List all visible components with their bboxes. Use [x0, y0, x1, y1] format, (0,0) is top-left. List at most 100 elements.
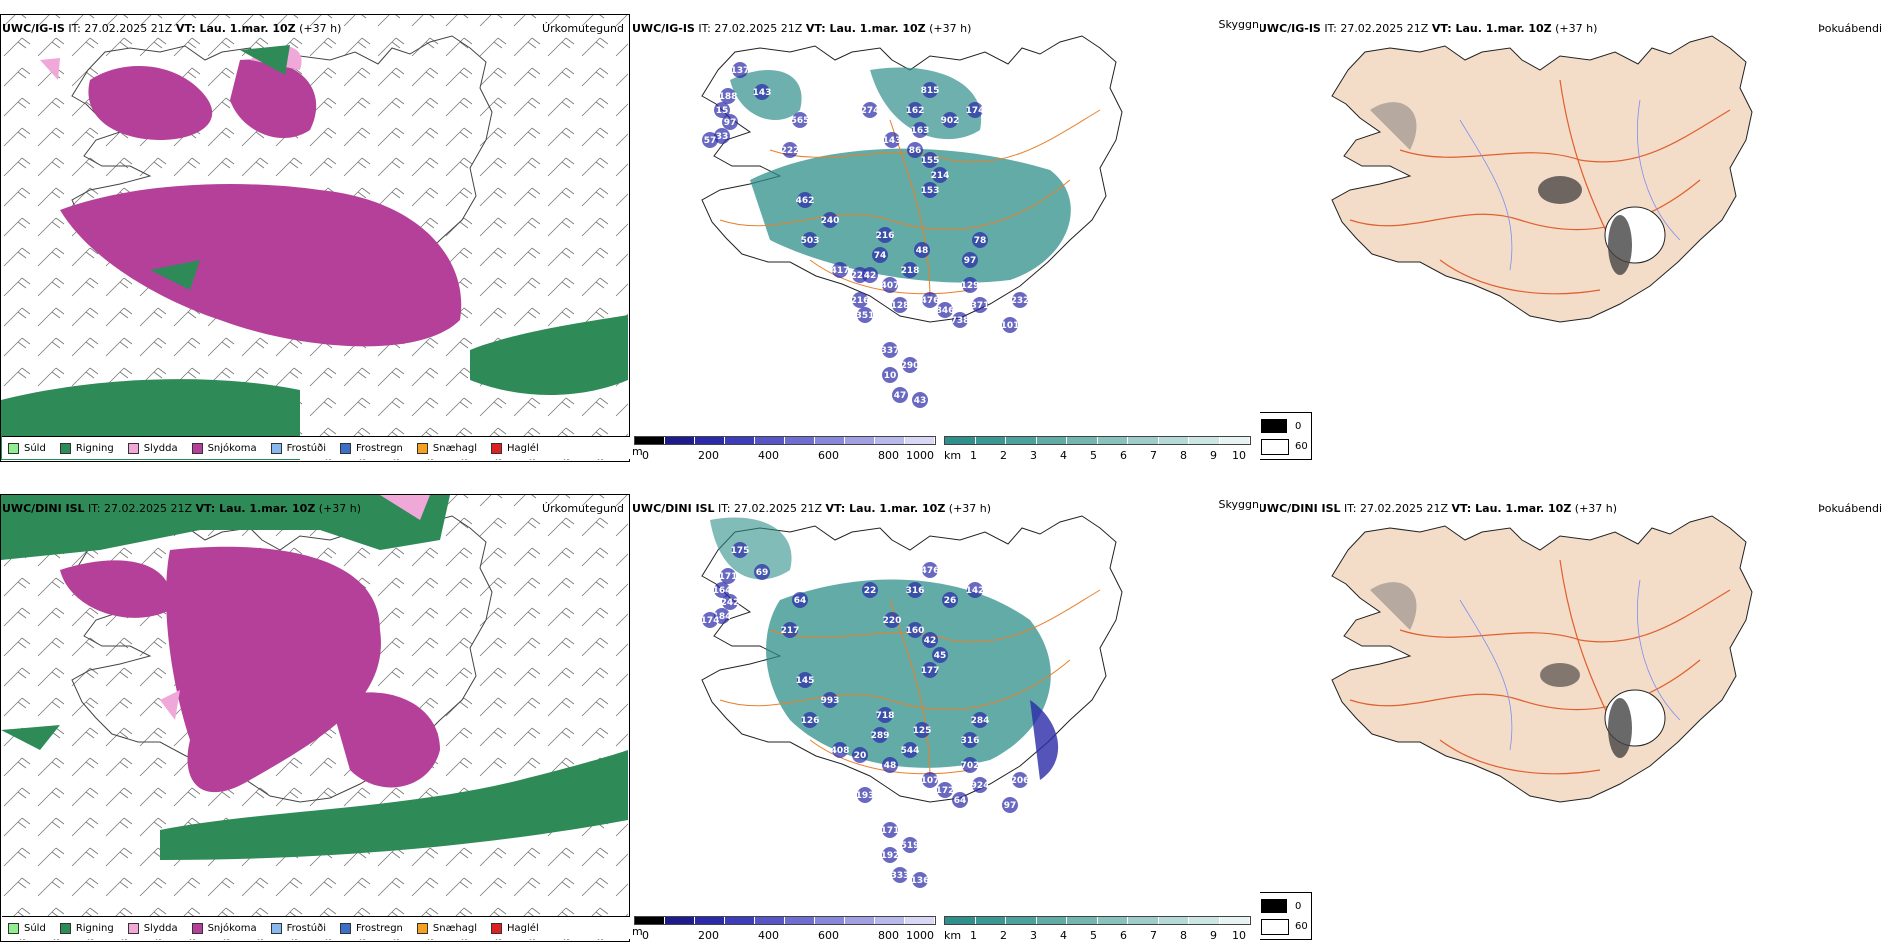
elevation-label: 107: [921, 776, 940, 786]
vis-tick: 1: [970, 929, 977, 942]
elevation-label: 316: [906, 586, 925, 596]
elevation-label: 193: [856, 791, 875, 801]
panel-header: UWC/IG-IS IT: 27.02.2025 21Z VT: Lau. 1.…: [632, 22, 972, 35]
elevation-label: 222: [781, 146, 800, 156]
elevation-label: 43: [914, 396, 927, 406]
elev-tick: 0: [642, 449, 649, 462]
elevation-spot: [1002, 317, 1018, 333]
visibility-area: [750, 148, 1071, 283]
elevation-label: 155: [921, 156, 940, 166]
elevation-bar: [634, 436, 936, 445]
precip-legend: Súld Rigning Slydda Snjókoma Frostúði Fr…: [2, 436, 630, 459]
elevation-spot: [857, 787, 873, 803]
elevation-spot: [802, 712, 818, 728]
elevation-spot: [832, 742, 848, 758]
elevation-label: 316: [961, 736, 980, 746]
elevation-label: 462: [796, 196, 815, 206]
elevation-spot: [732, 542, 748, 558]
legend-item: Snjókoma: [191, 442, 257, 454]
precip-panel-row1: UWC/IG-IS IT: 27.02.2025 21Z VT: Lau. 1.…: [0, 0, 630, 470]
elevation-spot: [922, 182, 938, 198]
elevation-spot: [702, 612, 718, 628]
elevation-label: 69: [756, 568, 769, 578]
legend-item: Frostregn: [340, 442, 403, 454]
elevation-spot: [902, 357, 918, 373]
elevation-spot: [914, 242, 930, 258]
elevation-label: 15: [716, 106, 729, 116]
elevation-spot: [967, 102, 983, 118]
elev-unit: m: [632, 445, 643, 458]
scale-legends: m 0 200 400 600 800 1000 km 1 2 3 4 5 6 …: [632, 916, 1252, 942]
elevation-spot: [754, 564, 770, 580]
elevation-label: 57: [704, 136, 717, 146]
vis-tick: 4: [1060, 449, 1067, 462]
elevation-label: 137: [731, 66, 750, 76]
elevation-label: 417: [831, 266, 850, 276]
fog-shade: [1608, 698, 1632, 758]
vis-tick: 4: [1060, 929, 1067, 942]
elev-tick: 400: [758, 449, 779, 462]
elevation-label: 175: [731, 546, 750, 556]
fog-map: [1331, 515, 1753, 803]
elevation-spot: [714, 582, 730, 598]
elevation-spot: [892, 297, 908, 313]
elevation-spot: [914, 722, 930, 738]
precip-map: [1, 15, 628, 460]
elevation-label: 174: [701, 616, 720, 626]
vis-tick: 9: [1210, 449, 1217, 462]
road-lines: [719, 589, 1101, 781]
vis-tick: 5: [1090, 929, 1097, 942]
elevation-label: 290: [901, 361, 920, 371]
vis-unit: km: [944, 449, 962, 462]
elevation-spot: [884, 612, 900, 628]
rain-area: [470, 315, 628, 395]
panel-title: Þokuábendi: [1818, 22, 1882, 35]
elevation-spot: [892, 867, 908, 883]
vis-tick: 5: [1090, 449, 1097, 462]
precip-panel-row2: UWC/DINI ISL IT: 27.02.2025 21Z VT: Lau.…: [0, 480, 630, 950]
elevation-label: 145: [796, 676, 815, 686]
legend-item: Snæhagl: [416, 922, 477, 934]
elevation-label: 45: [934, 651, 947, 661]
elevation-label: 476: [921, 296, 940, 306]
elevation-label: 333: [891, 871, 910, 881]
vis-tick: 6: [1120, 929, 1127, 942]
elevation-spot: [722, 594, 738, 610]
elev-tick: 200: [698, 929, 719, 942]
elevation-label: 153: [921, 186, 940, 196]
scale-legends: m 0 200 400 600 800 1000 km 1 2 3 4 5 6 …: [632, 436, 1252, 462]
elevation-label: 136: [911, 876, 930, 886]
visibility-area: [710, 517, 792, 580]
elevation-spot: [882, 847, 898, 863]
elevation-label: 993: [821, 696, 840, 706]
elevation-spot: [882, 367, 898, 383]
elevation-spot: [797, 672, 813, 688]
elevation-label: 216: [851, 296, 870, 306]
elevation-label: 48: [884, 761, 897, 771]
elevation-label: 232: [1011, 296, 1030, 306]
elevation-label: 163: [911, 126, 930, 136]
elevation-spot: [912, 872, 928, 888]
elevation-label: 924: [971, 781, 990, 791]
sleet-area: [160, 690, 180, 720]
elevation-spot: [902, 837, 918, 853]
rain-area: [160, 750, 628, 860]
elevation-spot: [802, 232, 818, 248]
legend-item: Snjókoma: [191, 922, 257, 934]
elevation-spot: [1012, 292, 1028, 308]
snow-area: [166, 546, 381, 793]
vis-tick: 2: [1000, 929, 1007, 942]
elevation-label: 217: [781, 626, 800, 636]
snow-area: [230, 59, 317, 139]
vis-tick: 10: [1232, 449, 1246, 462]
visibility-bar: [944, 436, 1251, 445]
elevation-label: 284: [971, 716, 990, 726]
vis-tick: 10: [1232, 929, 1246, 942]
elevation-spot: [972, 232, 988, 248]
panel-title: Úrkomutegund: [542, 22, 624, 35]
elevation-spot: [702, 132, 718, 148]
legend-item: Súld: [8, 442, 46, 454]
elevation-label: 22: [864, 586, 877, 596]
